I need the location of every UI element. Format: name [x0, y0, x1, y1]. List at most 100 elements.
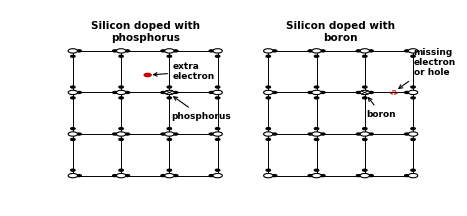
Circle shape — [369, 133, 373, 135]
Circle shape — [411, 55, 415, 57]
Circle shape — [272, 50, 277, 52]
Circle shape — [68, 132, 78, 136]
Circle shape — [363, 86, 367, 88]
Circle shape — [116, 173, 126, 178]
Circle shape — [308, 133, 312, 135]
Circle shape — [213, 49, 222, 53]
Circle shape — [113, 133, 117, 135]
Circle shape — [215, 128, 220, 130]
Circle shape — [363, 55, 367, 57]
Circle shape — [161, 175, 165, 177]
Circle shape — [125, 133, 129, 135]
Circle shape — [71, 55, 75, 57]
Circle shape — [167, 86, 171, 88]
Text: extra
electron: extra electron — [154, 62, 215, 81]
Circle shape — [321, 133, 325, 135]
Circle shape — [263, 173, 273, 178]
Circle shape — [408, 132, 418, 136]
Circle shape — [116, 90, 126, 95]
Circle shape — [209, 50, 213, 52]
Text: Silicon doped with
phosphorus: Silicon doped with phosphorus — [91, 21, 200, 43]
Circle shape — [113, 50, 117, 52]
Circle shape — [119, 169, 123, 171]
Circle shape — [312, 132, 321, 136]
Circle shape — [71, 169, 75, 171]
Circle shape — [272, 91, 277, 94]
Circle shape — [77, 91, 81, 94]
Circle shape — [314, 86, 318, 88]
Circle shape — [360, 132, 369, 136]
Circle shape — [266, 97, 270, 99]
Circle shape — [77, 133, 81, 135]
Circle shape — [321, 50, 325, 52]
Circle shape — [266, 55, 270, 57]
Circle shape — [363, 138, 367, 140]
Circle shape — [360, 173, 369, 178]
Circle shape — [363, 97, 367, 99]
Circle shape — [404, 50, 409, 52]
Circle shape — [312, 49, 321, 53]
Circle shape — [314, 169, 318, 171]
Circle shape — [71, 128, 75, 130]
Circle shape — [411, 138, 415, 140]
Circle shape — [411, 97, 415, 99]
Circle shape — [266, 128, 270, 130]
Circle shape — [272, 133, 277, 135]
Circle shape — [119, 138, 123, 140]
Circle shape — [411, 86, 415, 88]
Circle shape — [314, 138, 318, 140]
Circle shape — [266, 138, 270, 140]
Text: boron: boron — [367, 98, 396, 119]
Circle shape — [68, 49, 78, 53]
Circle shape — [263, 132, 273, 136]
Circle shape — [356, 175, 361, 177]
Circle shape — [125, 50, 129, 52]
Circle shape — [213, 90, 222, 95]
Circle shape — [356, 91, 361, 94]
Circle shape — [125, 175, 129, 177]
Circle shape — [314, 55, 318, 57]
Circle shape — [321, 91, 325, 94]
Circle shape — [167, 97, 171, 99]
Circle shape — [321, 175, 325, 177]
Circle shape — [209, 133, 213, 135]
Circle shape — [209, 91, 213, 94]
Circle shape — [173, 175, 178, 177]
Circle shape — [113, 175, 117, 177]
Circle shape — [312, 173, 321, 178]
Circle shape — [173, 91, 178, 94]
Circle shape — [404, 175, 409, 177]
Circle shape — [173, 133, 178, 135]
Circle shape — [360, 90, 369, 95]
Circle shape — [213, 173, 222, 178]
Circle shape — [165, 173, 174, 178]
Circle shape — [215, 97, 220, 99]
Text: Silicon doped with
boron: Silicon doped with boron — [286, 21, 395, 43]
Circle shape — [408, 90, 418, 95]
Circle shape — [369, 91, 373, 94]
Circle shape — [119, 128, 123, 130]
Text: missing
electron
or hole: missing electron or hole — [399, 48, 456, 88]
Circle shape — [408, 49, 418, 53]
Circle shape — [68, 90, 78, 95]
Circle shape — [71, 97, 75, 99]
Circle shape — [308, 91, 312, 94]
Circle shape — [71, 138, 75, 140]
Circle shape — [161, 91, 165, 94]
Circle shape — [215, 169, 220, 171]
Circle shape — [213, 132, 222, 136]
Circle shape — [119, 86, 123, 88]
Circle shape — [116, 49, 126, 53]
Circle shape — [161, 133, 165, 135]
Circle shape — [263, 49, 273, 53]
Circle shape — [404, 91, 409, 94]
Circle shape — [356, 133, 361, 135]
Circle shape — [408, 173, 418, 178]
Circle shape — [312, 90, 321, 95]
Circle shape — [272, 175, 277, 177]
Circle shape — [77, 175, 81, 177]
Circle shape — [411, 128, 415, 130]
Circle shape — [369, 175, 373, 177]
Circle shape — [165, 132, 174, 136]
Circle shape — [266, 169, 270, 171]
